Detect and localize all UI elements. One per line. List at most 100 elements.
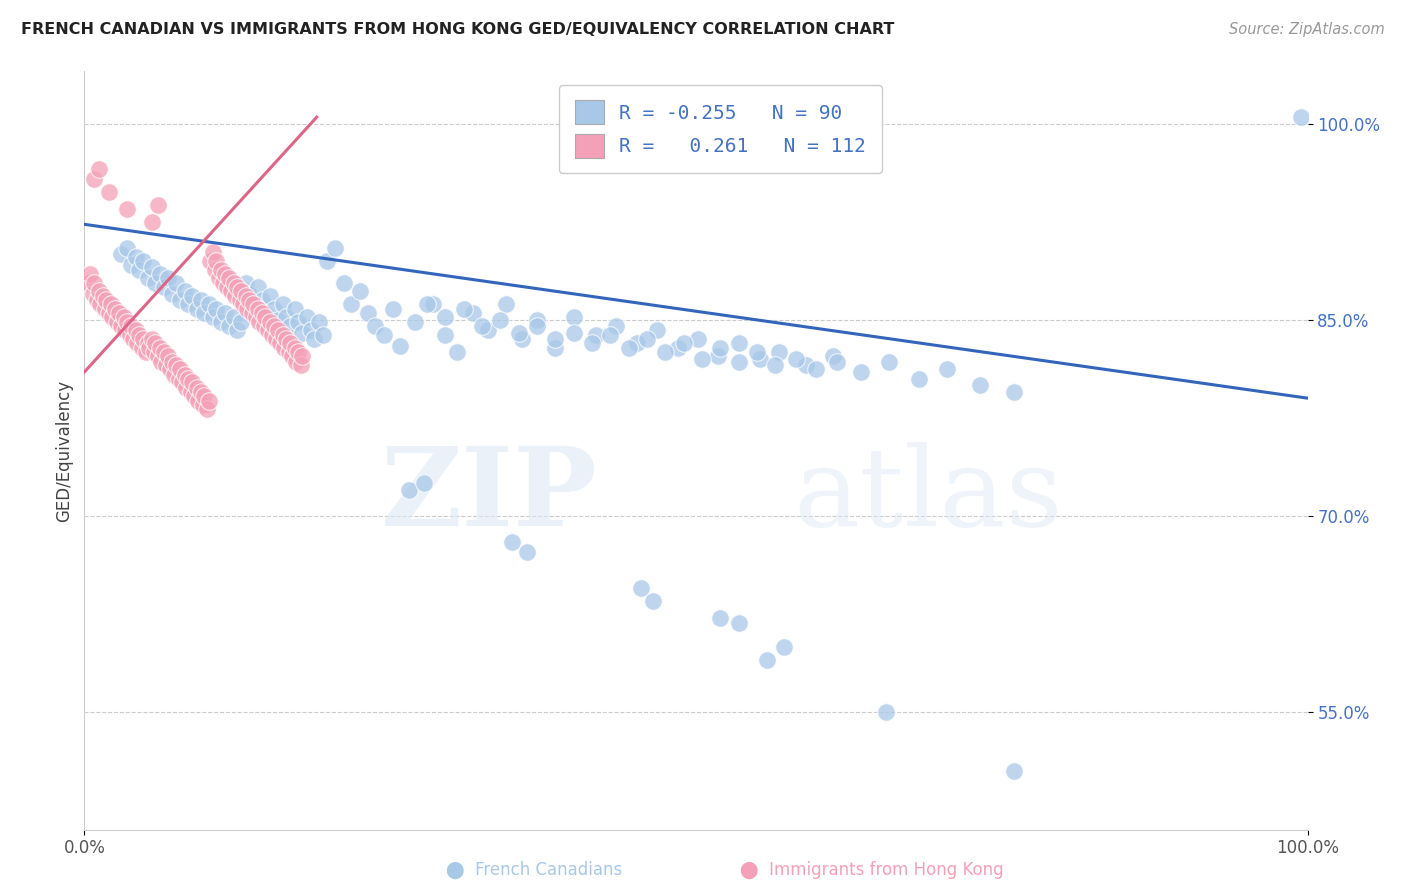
Point: [136, 271, 159, 285]
Point: [236, 302, 259, 317]
Point: [82, 286, 104, 301]
Point: [617, 342, 640, 356]
Point: [208, 271, 231, 285]
Point: [877, 354, 900, 368]
Point: [688, 332, 710, 346]
Point: [125, 323, 148, 337]
Point: [295, 310, 318, 325]
Point: [599, 328, 621, 343]
Point: [349, 284, 371, 298]
Point: [96, 293, 118, 307]
Point: [198, 393, 221, 408]
Point: [100, 297, 122, 311]
Point: [271, 328, 294, 343]
Point: [149, 267, 172, 281]
Point: [277, 345, 299, 359]
Point: [186, 302, 208, 317]
Point: [120, 258, 142, 272]
Point: [636, 332, 658, 346]
Point: [229, 315, 252, 329]
Point: [169, 362, 191, 376]
Point: [526, 312, 548, 326]
Point: [643, 594, 665, 608]
Point: [508, 326, 530, 340]
Point: [413, 476, 436, 491]
Point: [156, 271, 179, 285]
Point: [502, 535, 524, 549]
Point: [463, 306, 485, 320]
Point: [259, 315, 281, 329]
Point: [193, 306, 215, 320]
Point: [105, 315, 128, 329]
Point: [232, 297, 254, 311]
Point: [97, 306, 120, 320]
Point: [250, 306, 273, 320]
Point: [281, 349, 304, 363]
Point: [165, 276, 187, 290]
Point: [218, 271, 240, 285]
Point: [162, 286, 184, 301]
Point: [226, 323, 249, 337]
Point: [79, 267, 101, 281]
Point: [263, 302, 285, 317]
Point: [173, 368, 195, 382]
Point: [136, 336, 159, 351]
Point: [1291, 110, 1313, 124]
Point: [174, 381, 197, 395]
Point: [242, 297, 264, 311]
Point: [110, 319, 132, 334]
Point: [727, 615, 749, 630]
Point: [245, 310, 267, 325]
Point: [291, 326, 314, 340]
Point: [709, 611, 731, 625]
Point: [217, 280, 239, 294]
Point: [177, 297, 200, 311]
Point: [89, 297, 111, 311]
Point: [1002, 764, 1025, 778]
Point: [201, 310, 224, 325]
Point: [204, 263, 226, 277]
Point: [727, 336, 749, 351]
Point: [821, 349, 844, 363]
Point: [969, 378, 991, 392]
Point: [510, 332, 533, 346]
Point: [291, 349, 314, 363]
Point: [364, 319, 387, 334]
Point: [226, 280, 249, 294]
Point: [131, 342, 153, 356]
Point: [253, 319, 276, 334]
Point: [156, 349, 179, 363]
Point: [229, 284, 252, 298]
Point: [173, 284, 195, 298]
Point: [114, 323, 136, 337]
Point: [381, 302, 404, 317]
Point: [222, 310, 245, 325]
Point: [278, 336, 301, 351]
Point: [276, 332, 298, 346]
Point: [128, 263, 150, 277]
Point: [165, 359, 187, 373]
Point: [149, 342, 172, 356]
Point: [138, 342, 160, 356]
Point: [290, 359, 312, 373]
Point: [416, 297, 439, 311]
Point: [77, 276, 100, 290]
Point: [177, 371, 200, 385]
Point: [666, 342, 689, 356]
Point: [284, 342, 307, 356]
Y-axis label: GED/Equivalency: GED/Equivalency: [55, 379, 73, 522]
Point: [254, 310, 277, 325]
Point: [526, 319, 548, 334]
Text: atlas: atlas: [794, 442, 1063, 549]
Point: [269, 336, 291, 351]
Point: [191, 398, 214, 412]
Point: [150, 354, 173, 368]
Point: [86, 293, 108, 307]
Point: [135, 345, 157, 359]
Point: [181, 289, 204, 303]
Point: [434, 328, 457, 343]
Point: [218, 319, 240, 334]
Point: [266, 312, 288, 326]
Point: [195, 401, 218, 416]
Point: [794, 359, 817, 373]
